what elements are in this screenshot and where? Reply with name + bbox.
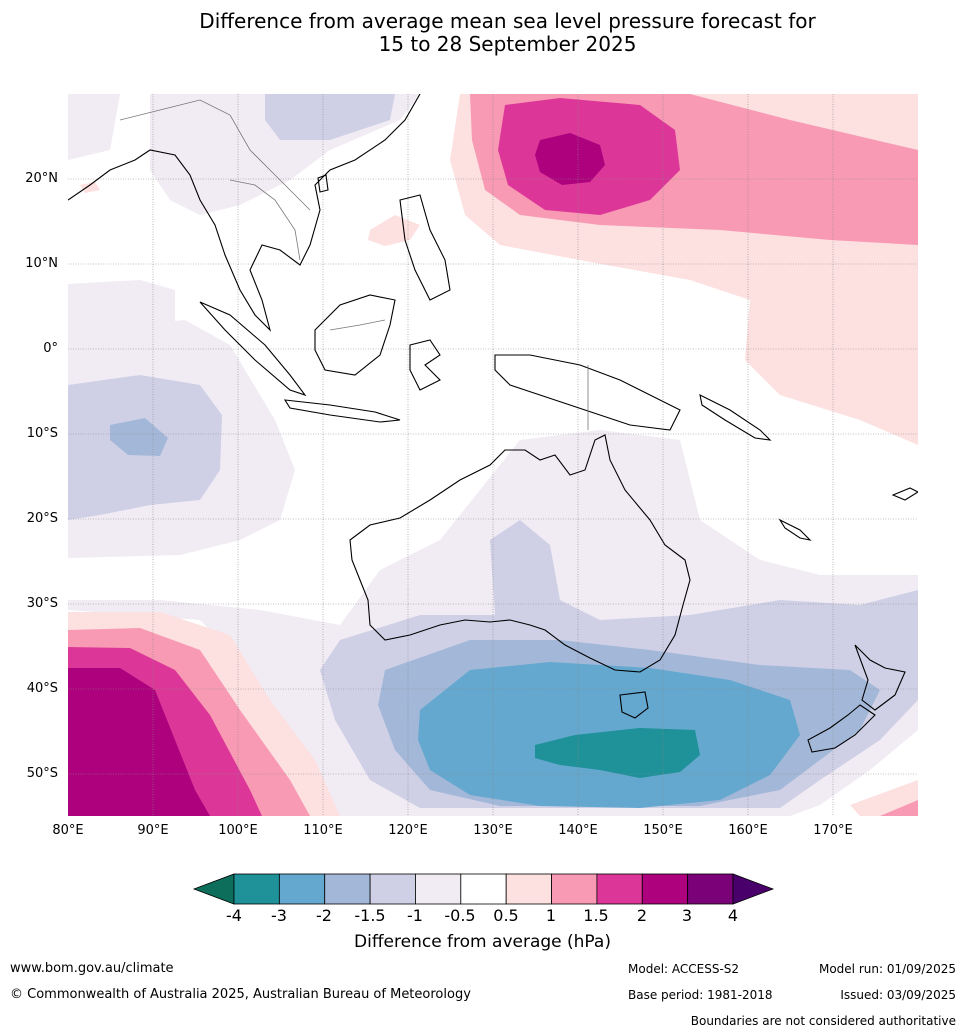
colorbar-segment	[551, 873, 598, 905]
lon-label-110e: 110°E	[303, 823, 343, 838]
colorbar-title: Difference from average (hPa)	[354, 932, 611, 952]
lon-label-150e: 150°E	[643, 823, 683, 838]
colorbar-segment	[278, 873, 326, 905]
model-run-date: Model run: 01/09/2025	[818, 962, 956, 976]
boundary-disclaimer: Boundaries are not considered authoritat…	[690, 1014, 956, 1028]
colorbar-segment	[505, 873, 552, 905]
lat-label-10s: 10°S	[26, 426, 58, 441]
lon-label-160e: 160°E	[728, 823, 768, 838]
colorbar-tick-1: -3	[271, 906, 287, 925]
contour-north-pink	[80, 94, 918, 445]
colorbar-segment	[369, 873, 416, 905]
lat-label-50s: 50°S	[26, 766, 58, 781]
base-period: Base period: 1981-2018	[628, 988, 773, 1002]
map-title: Difference from average mean sea level p…	[0, 10, 965, 56]
lat-label-20n: 20°N	[25, 171, 58, 186]
coastline-sumatra	[199, 301, 307, 397]
lon-label-100e: 100°E	[218, 823, 258, 838]
coastline-australia	[349, 434, 691, 673]
colorbar-tick-11: 4	[727, 906, 739, 925]
colorbar-tick-4: -1	[407, 906, 423, 925]
colorbar-extend-high	[732, 873, 775, 905]
graticule	[68, 94, 918, 816]
coastline-tasmania	[619, 691, 649, 719]
colorbar-tick-5: -0.5	[444, 906, 476, 925]
lon-label-140e: 140°E	[558, 823, 598, 838]
coastline-java	[283, 399, 401, 423]
coastline-new-zealand-south	[807, 704, 876, 753]
colorbar-segment	[233, 873, 280, 905]
coastline-borneo	[314, 294, 396, 376]
title-line-2: 15 to 28 September 2025	[378, 32, 637, 56]
colorbar-tick-6: 0.5	[493, 906, 519, 925]
coastline-solomons	[699, 394, 772, 441]
lat-label-20s: 20°S	[26, 511, 58, 526]
colorbar-tick-10: 3	[681, 906, 693, 925]
coastline-new-guinea	[494, 354, 681, 431]
colorbar-segment	[324, 873, 371, 905]
colorbar-tick-0: -4	[226, 906, 242, 925]
coastline-new-zealand-north	[854, 644, 906, 711]
coastline-new-caledonia	[778, 518, 812, 541]
lat-label-10n: 10°N	[25, 256, 58, 271]
colorbar-extend-low	[192, 873, 235, 905]
coastlines	[68, 94, 918, 753]
colorbar-tick-9: 2	[636, 906, 648, 925]
colorbar-segment	[460, 873, 507, 905]
coastline-fiji	[891, 487, 918, 501]
colorbar-segment	[687, 873, 734, 905]
contour-north-light-purple	[68, 94, 420, 330]
contour-south-anomaly	[68, 430, 918, 816]
lon-label-120e: 120°E	[388, 823, 428, 838]
lon-label-90e: 90°E	[137, 823, 169, 838]
lon-label-80e: 80°E	[52, 823, 84, 838]
country-borders	[119, 99, 589, 430]
copyright-text: © Commonwealth of Australia 2025, Austra…	[10, 987, 471, 1002]
model-name: Model: ACCESS-S2	[628, 962, 740, 976]
coastline-taiwan	[317, 174, 329, 193]
lat-label-0: 0°	[43, 341, 58, 356]
coastline-sulawesi	[409, 339, 441, 391]
lat-label-30s: 30°S	[26, 596, 58, 611]
colorbar-tick-2: -2	[316, 906, 332, 925]
colorbar	[192, 873, 775, 905]
colorbar-segment	[641, 873, 689, 905]
lat-label-40s: 40°S	[26, 681, 58, 696]
lon-label-130e: 130°E	[473, 823, 513, 838]
coastline-asia-mainland	[68, 94, 421, 332]
website-link[interactable]: www.bom.gov.au/climate	[10, 961, 174, 976]
issued-date: Issued: 03/09/2025	[840, 988, 956, 1002]
coastline-philippines	[399, 194, 451, 301]
colorbar-segment	[415, 873, 462, 905]
colorbar-tick-8: 1.5	[583, 906, 609, 925]
colorbar-tick-3: -1.5	[354, 906, 386, 925]
lon-label-170e: 170°E	[813, 823, 853, 838]
colorbar-segment	[596, 873, 643, 905]
title-line-1: Difference from average mean sea level p…	[199, 9, 816, 33]
colorbar-tick-7: 1	[545, 906, 557, 925]
